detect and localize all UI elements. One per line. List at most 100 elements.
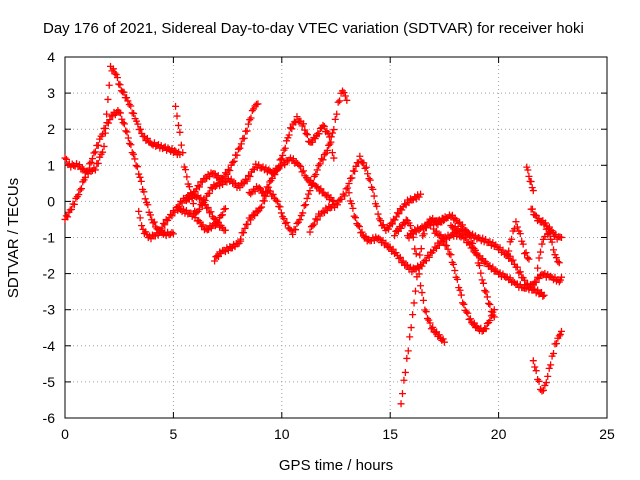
- data-point: [236, 144, 244, 152]
- data-point: [512, 218, 520, 226]
- data-point: [247, 114, 255, 122]
- data-point: [539, 292, 547, 300]
- data-point: [342, 185, 350, 193]
- data-point: [167, 211, 175, 219]
- data-point: [120, 88, 128, 96]
- data-point: [450, 260, 458, 268]
- data-point: [486, 316, 494, 324]
- data-point: [198, 178, 206, 186]
- data-point: [171, 146, 179, 154]
- data-point: [64, 213, 72, 221]
- data-point: [116, 81, 124, 89]
- data-point: [358, 228, 366, 236]
- data-point: [301, 126, 309, 134]
- data-point: [106, 116, 114, 124]
- data-point: [312, 170, 320, 178]
- data-point: [534, 376, 542, 384]
- y-tick-label: 3: [47, 85, 55, 101]
- data-point: [537, 248, 545, 256]
- data-point: [105, 81, 113, 89]
- data-point: [221, 205, 229, 213]
- data-point: [336, 97, 344, 105]
- data-point: [406, 333, 414, 341]
- data-point: [250, 105, 258, 113]
- data-point: [550, 246, 558, 254]
- data-point: [355, 223, 363, 231]
- data-point: [425, 253, 433, 261]
- data-point: [323, 146, 331, 154]
- series-track-4: [172, 102, 229, 234]
- data-point: [206, 189, 214, 197]
- data-point: [191, 214, 199, 222]
- data-point: [219, 211, 227, 219]
- data-point: [499, 246, 507, 254]
- data-point: [201, 197, 209, 205]
- data-point: [244, 220, 252, 228]
- data-point: [233, 151, 241, 159]
- data-point: [243, 127, 251, 135]
- data-point: [525, 255, 533, 263]
- data-point: [550, 349, 558, 357]
- data-point: [315, 130, 323, 138]
- data-point: [437, 231, 445, 239]
- data-point: [535, 377, 543, 385]
- data-point: [62, 212, 70, 220]
- data-point: [302, 201, 310, 209]
- data-point: [317, 185, 325, 193]
- data-point: [224, 165, 232, 173]
- data-point: [552, 254, 560, 262]
- data-point: [134, 120, 142, 128]
- data-point: [417, 245, 425, 253]
- data-point: [154, 231, 162, 239]
- data-point: [75, 191, 83, 199]
- data-point: [401, 368, 409, 376]
- data-point: [292, 226, 300, 234]
- data-point: [189, 200, 197, 208]
- data-point: [506, 274, 514, 282]
- data-point: [312, 183, 320, 191]
- data-point: [124, 97, 132, 105]
- data-point: [341, 92, 349, 100]
- x-tick-label: 0: [61, 426, 69, 442]
- data-point: [312, 215, 320, 223]
- data-point: [277, 155, 285, 163]
- data-point: [486, 300, 494, 308]
- data-point: [529, 357, 537, 365]
- data-point: [313, 216, 321, 224]
- data-point: [91, 166, 99, 174]
- data-point: [138, 222, 146, 230]
- data-point: [516, 230, 524, 238]
- data-point: [330, 126, 338, 134]
- data-point: [272, 196, 280, 204]
- data-point: [117, 109, 125, 117]
- data-point: [122, 127, 130, 135]
- y-tick-label: 0: [47, 193, 55, 209]
- data-point: [168, 212, 176, 220]
- x-axis-label: GPS time / hours: [279, 457, 393, 474]
- data-point: [538, 240, 546, 248]
- data-point: [227, 175, 235, 183]
- data-point: [415, 270, 423, 278]
- data-point: [366, 176, 374, 184]
- data-point: [328, 197, 336, 205]
- data-point: [303, 194, 311, 202]
- data-point: [295, 161, 303, 169]
- data-point: [100, 142, 108, 150]
- data-point: [431, 243, 439, 251]
- data-point: [490, 306, 498, 314]
- data-point: [373, 202, 381, 210]
- data-point: [489, 263, 497, 271]
- x-tick-label: 25: [599, 426, 615, 442]
- data-point: [516, 268, 524, 276]
- y-tick-label: -5: [43, 374, 56, 390]
- data-point: [513, 263, 521, 271]
- data-point: [258, 203, 266, 211]
- data-point: [557, 327, 565, 335]
- series-track-7: [174, 154, 338, 222]
- data-point: [429, 323, 437, 331]
- data-point: [140, 188, 148, 196]
- data-point: [323, 192, 331, 200]
- data-point: [288, 125, 296, 133]
- data-point: [177, 141, 185, 149]
